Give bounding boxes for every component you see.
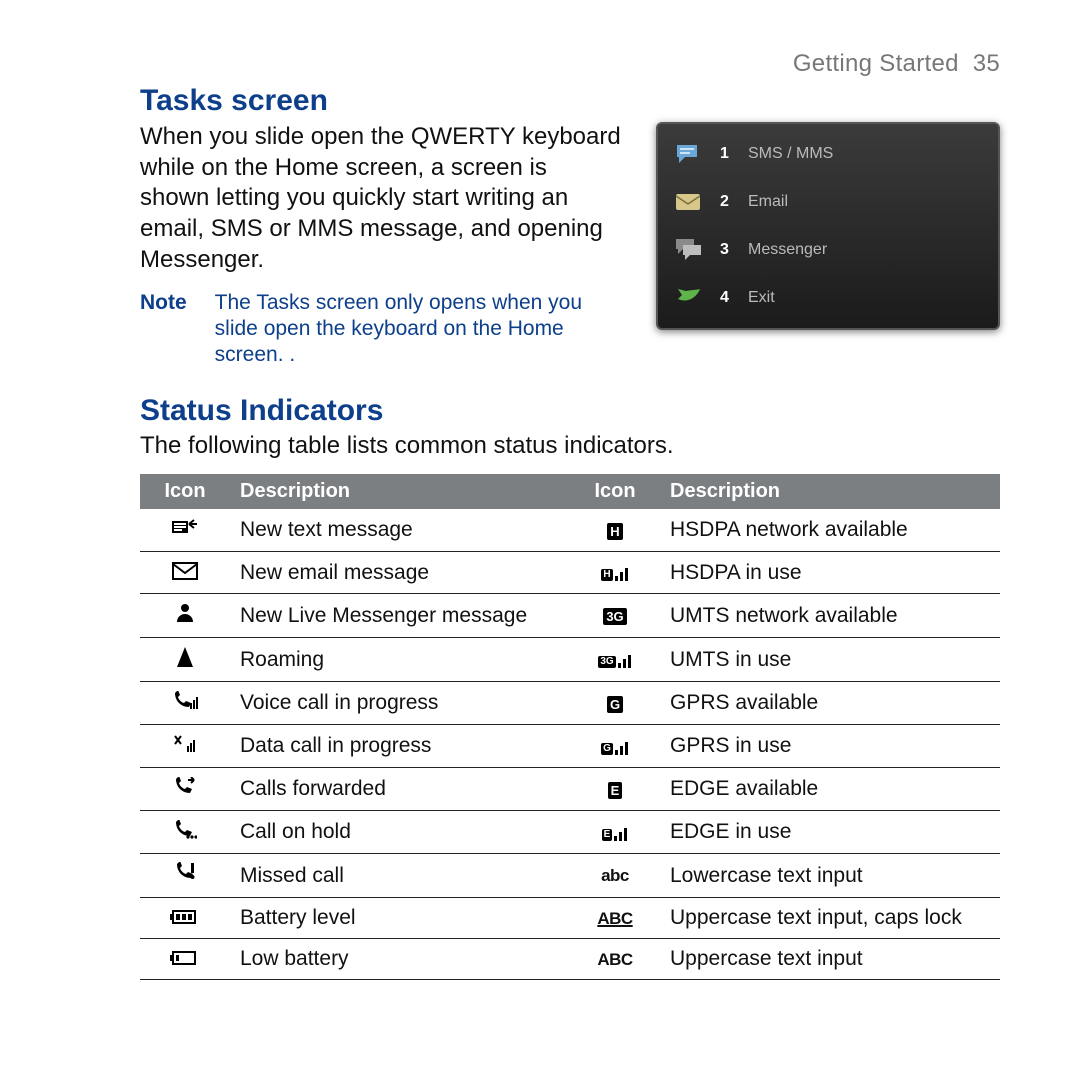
table-row: Call on holdEEDGE in use (140, 811, 1000, 854)
status-left-desc: Low battery (230, 939, 570, 980)
table-row: Calls forwardedEEDGE available (140, 768, 1000, 811)
table-row: Missed callabcLowercase text input (140, 854, 1000, 898)
exit-icon (672, 284, 706, 312)
phone-lbl-3: Messenger (748, 241, 827, 259)
status-right-icon: H (570, 552, 660, 594)
missed-call-icon (140, 854, 230, 898)
note-label: Note (140, 290, 187, 369)
phone-row-messenger: 3 Messenger (658, 226, 998, 274)
low-battery-icon (140, 939, 230, 980)
table-row: New email messageHHSDPA in use (140, 552, 1000, 594)
status-right-desc: UMTS network available (660, 594, 1000, 638)
messenger-msg-icon (140, 594, 230, 638)
status-right-icon: ABC (570, 898, 660, 939)
status-right-icon: G (570, 682, 660, 725)
roaming-icon (140, 638, 230, 682)
th-icon-2: Icon (570, 474, 660, 509)
note-text: The Tasks screen only opens when you sli… (215, 290, 622, 369)
page-header: Getting Started 35 (793, 50, 1000, 78)
status-intro: The following table lists common status … (140, 432, 1000, 460)
status-left-desc: Battery level (230, 898, 570, 939)
status-right-desc: UMTS in use (660, 638, 1000, 682)
status-left-desc: Missed call (230, 854, 570, 898)
status-right-desc: EDGE in use (660, 811, 1000, 854)
status-right-desc: GPRS available (660, 682, 1000, 725)
phone-row-exit: 4 Exit (658, 274, 998, 322)
status-right-desc: HSDPA in use (660, 552, 1000, 594)
th-desc-2: Description (660, 474, 1000, 509)
phone-num-1: 1 (720, 145, 734, 163)
table-row: Low batteryABCUppercase text input (140, 939, 1000, 980)
table-row: Data call in progressGGPRS in use (140, 725, 1000, 768)
tasks-heading: Tasks screen (140, 84, 1000, 118)
phone-num-3: 3 (720, 241, 734, 259)
status-right-desc: Uppercase text input, caps lock (660, 898, 1000, 939)
phone-lbl-2: Email (748, 193, 788, 211)
status-right-icon: 3G (570, 638, 660, 682)
status-right-icon: E (570, 811, 660, 854)
status-right-desc: Lowercase text input (660, 854, 1000, 898)
status-right-icon: E (570, 768, 660, 811)
status-left-desc: Data call in progress (230, 725, 570, 768)
phone-num-2: 2 (720, 193, 734, 211)
new-email-icon (140, 552, 230, 594)
status-left-desc: New text message (230, 509, 570, 552)
status-right-desc: EDGE available (660, 768, 1000, 811)
table-row: Roaming3GUMTS in use (140, 638, 1000, 682)
email-icon (672, 188, 706, 216)
status-right-desc: GPRS in use (660, 725, 1000, 768)
phone-lbl-1: SMS / MMS (748, 145, 833, 163)
status-left-desc: New Live Messenger message (230, 594, 570, 638)
section-name: Getting Started (793, 50, 959, 77)
tasks-body: When you slide open the QWERTY keyboard … (140, 122, 622, 276)
status-left-desc: Voice call in progress (230, 682, 570, 725)
table-row: New Live Messenger message3GUMTS network… (140, 594, 1000, 638)
status-left-desc: Calls forwarded (230, 768, 570, 811)
status-right-icon: 3G (570, 594, 660, 638)
phone-num-4: 4 (720, 289, 734, 307)
th-desc-1: Description (230, 474, 570, 509)
table-row: Battery levelABCUppercase text input, ca… (140, 898, 1000, 939)
call-hold-icon (140, 811, 230, 854)
voice-call-icon (140, 682, 230, 725)
calls-fwd-icon (140, 768, 230, 811)
phone-row-sms: 1 SMS / MMS (658, 130, 998, 178)
status-table: Icon Description Icon Description New te… (140, 474, 1000, 980)
status-right-icon: H (570, 509, 660, 552)
page-number: 35 (973, 50, 1000, 77)
battery-icon (140, 898, 230, 939)
status-right-desc: HSDPA network available (660, 509, 1000, 552)
table-row: Voice call in progressGGPRS available (140, 682, 1000, 725)
th-icon-1: Icon (140, 474, 230, 509)
table-row: New text messageHHSDPA network available (140, 509, 1000, 552)
tasks-phone-screenshot: 1 SMS / MMS 2 Email 3 Messenger 4 Exit (656, 122, 1000, 330)
messenger-icon (672, 236, 706, 264)
status-left-desc: New email message (230, 552, 570, 594)
status-right-desc: Uppercase text input (660, 939, 1000, 980)
status-right-icon: ABC (570, 939, 660, 980)
status-right-icon: G (570, 725, 660, 768)
status-left-desc: Call on hold (230, 811, 570, 854)
new-text-icon (140, 509, 230, 552)
status-heading: Status Indicators (140, 394, 1000, 428)
status-right-icon: abc (570, 854, 660, 898)
data-call-icon (140, 725, 230, 768)
tasks-note: Note The Tasks screen only opens when yo… (140, 290, 622, 369)
phone-lbl-4: Exit (748, 289, 775, 307)
phone-row-email: 2 Email (658, 178, 998, 226)
sms-icon (672, 140, 706, 168)
status-left-desc: Roaming (230, 638, 570, 682)
